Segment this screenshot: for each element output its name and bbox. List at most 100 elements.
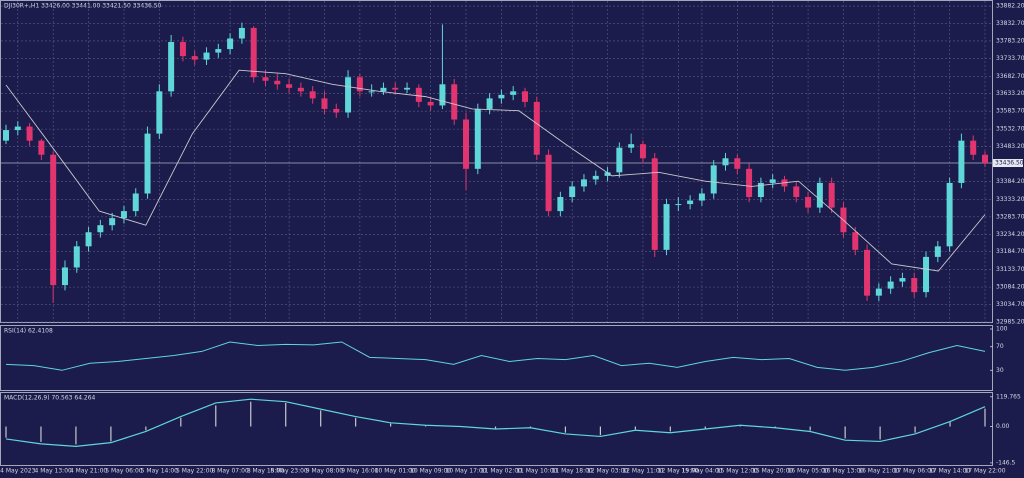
candle-body	[3, 130, 9, 141]
last-price-box	[993, 159, 1023, 168]
y-tick-label: 33283.70	[996, 213, 1024, 220]
candle-body	[168, 42, 175, 92]
candle-body	[958, 140, 965, 183]
candle-body	[746, 168, 753, 198]
candle-body	[769, 179, 776, 183]
candle-body	[191, 56, 198, 60]
price-panel	[0, 0, 993, 323]
candle-body	[946, 182, 953, 247]
candle-body	[805, 197, 812, 208]
x-tick-label: 5 May 06:00	[105, 468, 143, 475]
x-tick-label: 5 May 14:00	[141, 468, 179, 475]
candle-body	[651, 158, 658, 250]
y-tick-label: 30	[996, 367, 1004, 374]
y-tick-label: 33733.70	[996, 55, 1024, 62]
candle-body	[14, 126, 21, 131]
x-tick-label: 17 May 06:00	[894, 468, 935, 475]
x-tick-label: 16 May 13:00	[823, 468, 864, 475]
candle-body	[828, 182, 835, 208]
x-tick-label: 15 May 04:00	[681, 468, 722, 475]
candle-body	[38, 140, 45, 155]
candle-body	[392, 87, 399, 90]
candle-body	[50, 154, 57, 286]
y-tick-label: -146.5	[996, 459, 1016, 466]
candle-body	[345, 77, 352, 113]
y-tick-label: 33084.20	[996, 284, 1024, 291]
candle-body	[120, 211, 127, 219]
x-tick-label: 11 May 10:00	[516, 468, 557, 475]
candle-body	[463, 119, 470, 169]
x-tick-label: 12 May 03:00	[587, 468, 628, 475]
candle-body	[380, 87, 387, 92]
rsi-line	[5, 341, 986, 371]
x-tick-label: 15 May 12:00	[717, 468, 758, 475]
candle-body	[97, 225, 104, 233]
candle-body	[238, 27, 245, 39]
candle-body	[616, 147, 623, 173]
candle-body	[604, 172, 611, 176]
candle-body	[274, 80, 281, 85]
candle-body	[309, 91, 316, 99]
macd-title: MACD(12,26,9) 70.563 64.264	[4, 395, 96, 402]
y-tick-label: 100	[996, 326, 1008, 333]
candle-body	[875, 288, 882, 296]
y-tick-label: 33384.20	[996, 178, 1024, 185]
candle-body	[592, 175, 599, 180]
y-tick-label: 33832.70	[996, 20, 1024, 27]
y-tick-label: 32985.20	[996, 319, 1024, 326]
candle-body	[498, 94, 505, 99]
macd-line	[5, 398, 986, 447]
candle-body	[911, 278, 918, 293]
y-tick-label: 33184.70	[996, 248, 1024, 255]
x-tick-label: 8 May 15:00	[247, 468, 285, 475]
candle-body	[368, 91, 375, 93]
candle-body	[757, 182, 764, 198]
candle-body	[486, 98, 493, 109]
rsi-panel	[0, 325, 993, 391]
x-tick-label: 16 May 05:00	[787, 468, 828, 475]
x-tick-label: 5 May 22:00	[176, 468, 214, 475]
y-tick-label: 33682.70	[996, 73, 1024, 80]
candle-body	[698, 193, 705, 201]
moving-average	[5, 69, 986, 272]
x-tick-label: 16 May 21:00	[858, 468, 899, 475]
candle-body	[156, 91, 163, 134]
candle-body	[203, 52, 210, 60]
candle-body	[864, 249, 871, 296]
candle-body	[144, 133, 151, 194]
last-price-label: 33436.50	[995, 160, 1024, 167]
candle-body	[262, 77, 269, 81]
candle-body	[404, 87, 411, 90]
y-tick-label: 33234.20	[996, 231, 1024, 238]
x-tick-label: 9 May 08:00	[306, 468, 344, 475]
y-tick-label: 33633.20	[996, 90, 1024, 97]
candle-body	[415, 87, 422, 102]
x-tick-label: 8 May 23:00	[270, 468, 308, 475]
y-tick-label: 33882.20	[996, 3, 1024, 10]
candle-body	[297, 87, 304, 92]
candle-body	[557, 197, 564, 212]
candle-body	[580, 179, 587, 187]
y-tick-label: 0.00	[996, 423, 1010, 430]
candle-body	[687, 200, 694, 205]
candle-body	[710, 165, 717, 194]
candle-body	[132, 193, 139, 212]
candle-body	[321, 98, 328, 109]
candle-body	[356, 77, 363, 92]
candle-body	[109, 218, 116, 226]
candle-body	[85, 232, 92, 247]
x-tick-label: 10 May 09:00	[410, 468, 451, 475]
y-tick-label: 33483.20	[996, 143, 1024, 150]
candle-body	[569, 186, 576, 198]
candle-body	[333, 108, 340, 113]
x-tick-label: 9 May 16:00	[341, 468, 379, 475]
candle-body	[286, 84, 293, 88]
candle-body	[663, 204, 670, 250]
x-tick-label: 17 May 22:00	[964, 468, 1005, 475]
candle-body	[227, 38, 234, 50]
candle-body	[852, 232, 859, 250]
candle-body	[675, 204, 682, 206]
candle-body	[970, 140, 977, 155]
candle-body	[934, 246, 941, 257]
